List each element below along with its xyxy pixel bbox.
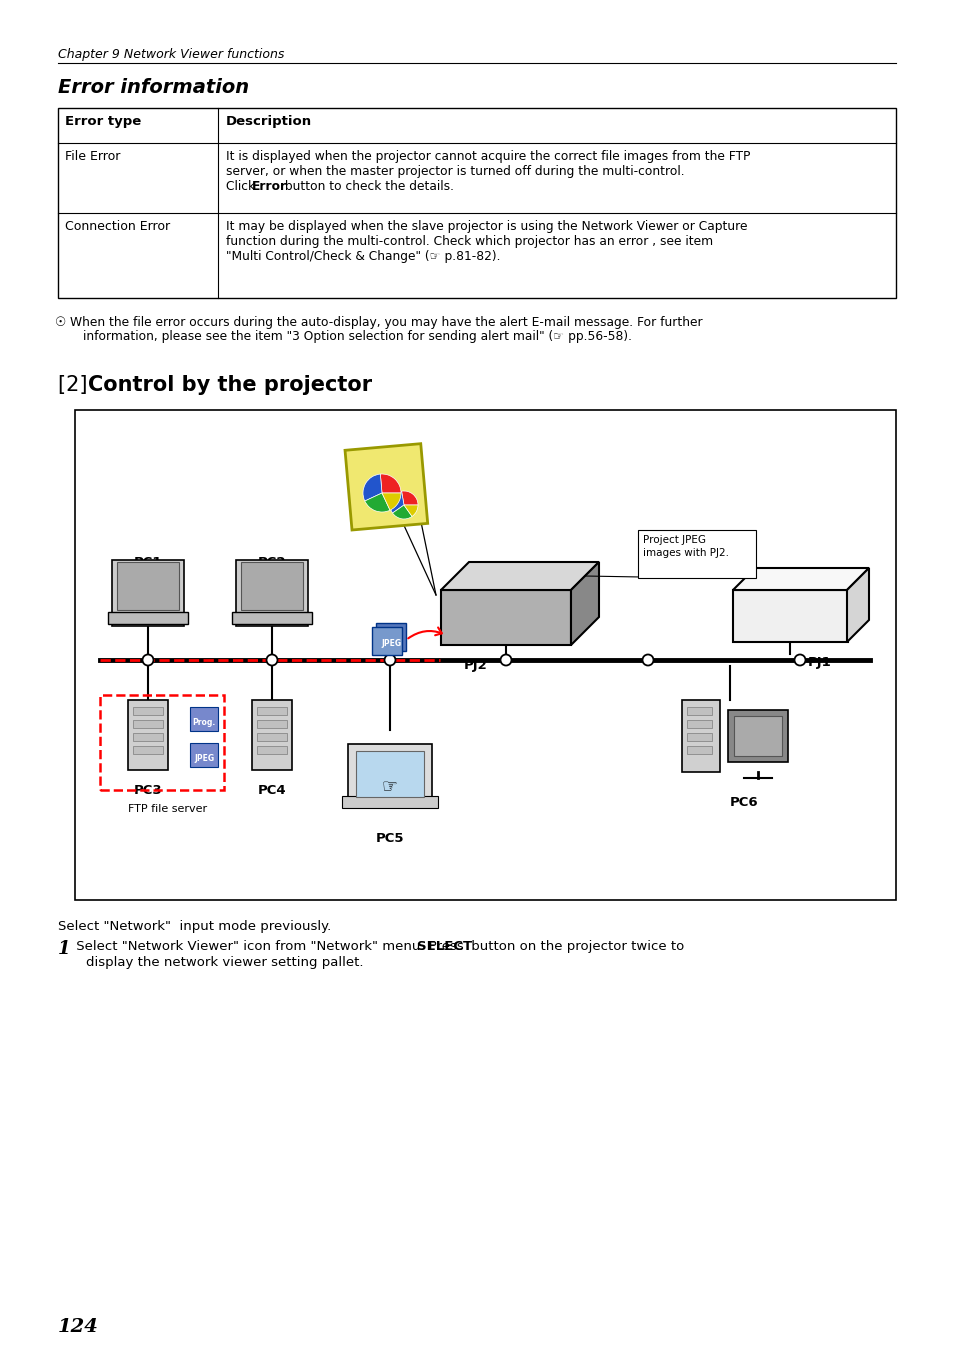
Text: FTP file server: FTP file server [128,805,207,814]
Bar [638,531,755,578]
Text: "Multi Control/Check & Change" (☞ p.81-82).: "Multi Control/Check & Change" (☞ p.81-8… [226,250,500,263]
Polygon shape [440,562,598,590]
Bar [108,612,188,624]
Text: [2]: [2] [58,375,94,396]
Bar [372,626,401,655]
Bar [256,720,287,728]
Bar [190,743,218,767]
Text: JPEG: JPEG [193,755,213,763]
Bar [235,560,308,626]
Bar [681,701,720,772]
Wedge shape [401,491,417,505]
Text: Project JPEG: Project JPEG [642,535,705,545]
Bar [355,751,423,796]
Bar [348,744,432,802]
Wedge shape [392,505,412,518]
Bar [256,707,287,716]
Text: PC1: PC1 [133,556,162,568]
Text: 124: 124 [58,1318,99,1336]
Bar [112,560,184,626]
Text: PC3: PC3 [133,784,162,796]
Text: Select "Network Viewer" icon from "Network" menu. Press: Select "Network Viewer" icon from "Netwo… [71,940,468,953]
Text: PC5: PC5 [375,832,404,845]
Wedge shape [403,505,417,517]
Text: When the file error occurs during the auto-display, you may have the alert E-mai: When the file error occurs during the au… [70,316,702,329]
Bar [341,796,437,809]
Text: 1: 1 [58,940,71,958]
Text: File Error: File Error [65,150,120,163]
Text: information, please see the item "3 Option selection for sending alert mail" (☞ : information, please see the item "3 Opti… [83,329,631,343]
Polygon shape [732,568,868,590]
Circle shape [266,655,277,666]
Bar [686,707,711,716]
Bar [190,707,218,730]
Wedge shape [381,493,400,510]
Text: ☉: ☉ [55,316,66,329]
Bar [100,695,224,790]
Text: PJ2: PJ2 [464,659,487,672]
Text: Connection Error: Connection Error [65,220,170,234]
Text: PC6: PC6 [729,796,758,809]
Text: Control by the projector: Control by the projector [88,375,372,396]
Bar [232,612,312,624]
Bar [132,720,163,728]
Circle shape [384,655,395,666]
Text: It may be displayed when the slave projector is using the Network Viewer or Capt: It may be displayed when the slave proje… [226,220,747,234]
Bar [686,720,711,728]
Bar [732,590,847,643]
Bar [117,562,179,610]
Bar [727,710,787,761]
Bar [256,733,287,741]
Text: SELECT: SELECT [416,940,472,953]
Text: Error: Error [252,180,287,193]
Text: JPEG: JPEG [380,639,400,648]
Text: Description: Description [226,115,312,128]
Text: Select "Network"  input mode previously.: Select "Network" input mode previously. [58,919,331,933]
Text: images with PJ2.: images with PJ2. [642,548,728,558]
Text: display the network viewer setting pallet.: display the network viewer setting palle… [86,956,363,969]
Wedge shape [390,491,403,513]
Text: Chapter 9 Network Viewer functions: Chapter 9 Network Viewer functions [58,49,284,61]
Circle shape [500,655,511,666]
Text: PC2: PC2 [257,556,286,568]
Text: PC4: PC4 [257,784,286,796]
Text: server, or when the master projector is turned off during the multi-control.: server, or when the master projector is … [226,165,684,178]
Text: Error type: Error type [65,115,141,128]
Bar [58,108,895,298]
Bar [252,701,292,769]
Text: ☞: ☞ [381,778,397,795]
Text: PJ1: PJ1 [807,656,831,670]
Wedge shape [363,474,381,501]
Bar [733,716,781,756]
Bar [345,444,427,531]
Polygon shape [571,562,598,645]
Bar [75,410,895,900]
Text: It is displayed when the projector cannot acquire the correct file images from t: It is displayed when the projector canno… [226,150,750,163]
Bar [686,733,711,741]
Text: function during the multi-control. Check which projector has an error , see item: function during the multi-control. Check… [226,235,713,248]
Text: Click: Click [226,180,258,193]
Bar [686,747,711,755]
Text: Prog.: Prog. [193,718,215,728]
Bar [132,733,163,741]
Text: Error information: Error information [58,78,249,97]
Wedge shape [364,493,390,512]
Text: button on the projector twice to: button on the projector twice to [467,940,683,953]
Bar [440,590,571,645]
Bar [132,747,163,755]
Circle shape [142,655,153,666]
Bar [128,701,168,769]
Wedge shape [380,474,400,493]
Bar [256,747,287,755]
Circle shape [794,655,804,666]
Bar [375,622,406,651]
Bar [132,707,163,716]
Circle shape [641,655,653,666]
Bar [241,562,303,610]
Text: button to check the details.: button to check the details. [281,180,454,193]
Polygon shape [846,568,868,643]
